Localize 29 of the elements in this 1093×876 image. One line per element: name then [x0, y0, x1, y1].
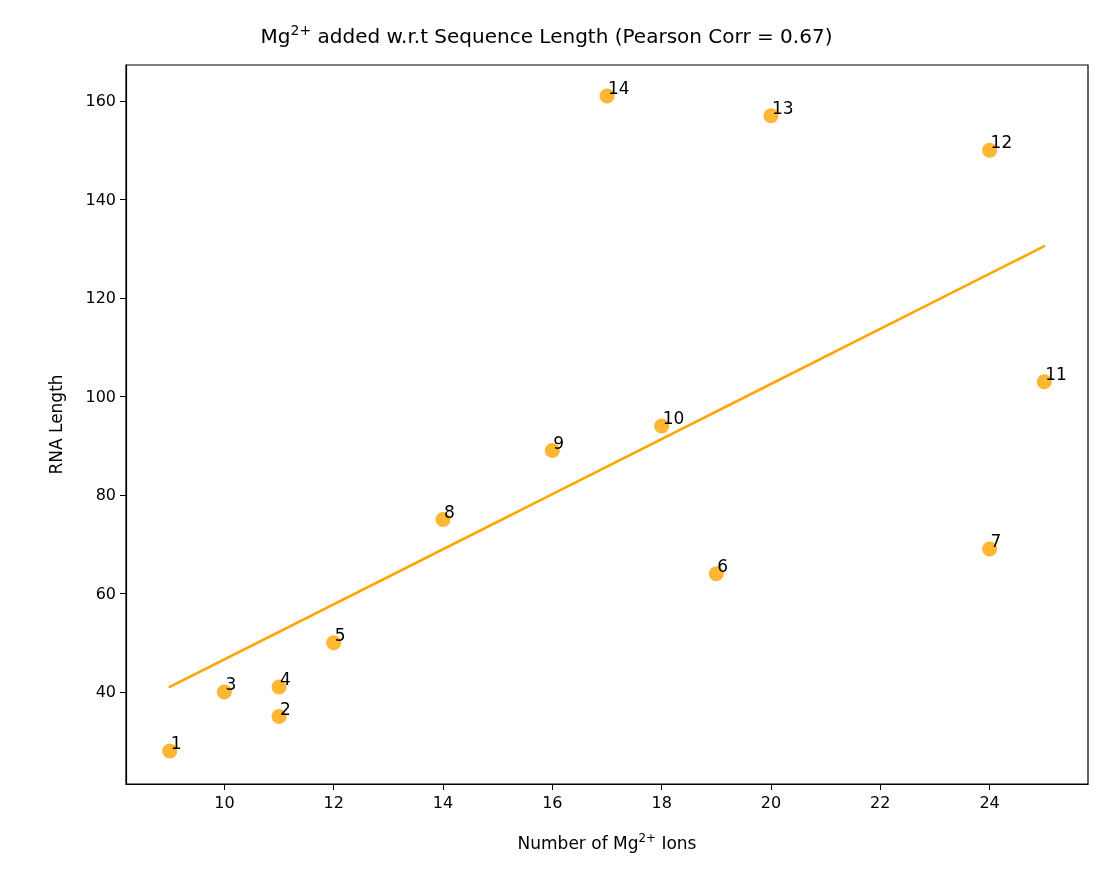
annotation: 1	[170, 733, 182, 753]
annotation: 11	[1045, 363, 1067, 384]
x-tick-label: 18	[651, 792, 672, 812]
y-tick-label: 40	[95, 682, 116, 702]
annotation: 8	[444, 501, 455, 522]
y-tick-label: 80	[95, 485, 116, 505]
x-tick-label: 14	[432, 792, 454, 812]
y-tick-label: 100	[85, 386, 116, 406]
annotation: 6	[717, 555, 729, 576]
annotation: 5	[334, 624, 346, 645]
annotation: 14	[608, 78, 630, 99]
annotation: 9	[553, 432, 565, 453]
annotation: 7	[990, 531, 1002, 552]
y-tick-label: 60	[95, 583, 116, 603]
annotation: 3	[225, 673, 237, 694]
x-tick-label: 12	[323, 792, 344, 812]
x-tick-label: 20	[760, 792, 782, 812]
y-tick-label: 120	[85, 288, 116, 308]
y-axis-title: RNA Length	[45, 374, 66, 475]
annotation: 10	[662, 407, 685, 428]
x-tick-label: 24	[979, 792, 1000, 812]
x-tick-label: 22	[870, 792, 891, 812]
annotation: 4	[280, 668, 291, 689]
x-tick-label: 16	[542, 792, 563, 812]
x-tick-label: 10	[214, 792, 235, 812]
y-tick-label: 160	[85, 91, 116, 111]
annotation: 12	[990, 132, 1013, 153]
y-tick-label: 140	[85, 189, 116, 209]
annotation: 13	[771, 97, 794, 118]
